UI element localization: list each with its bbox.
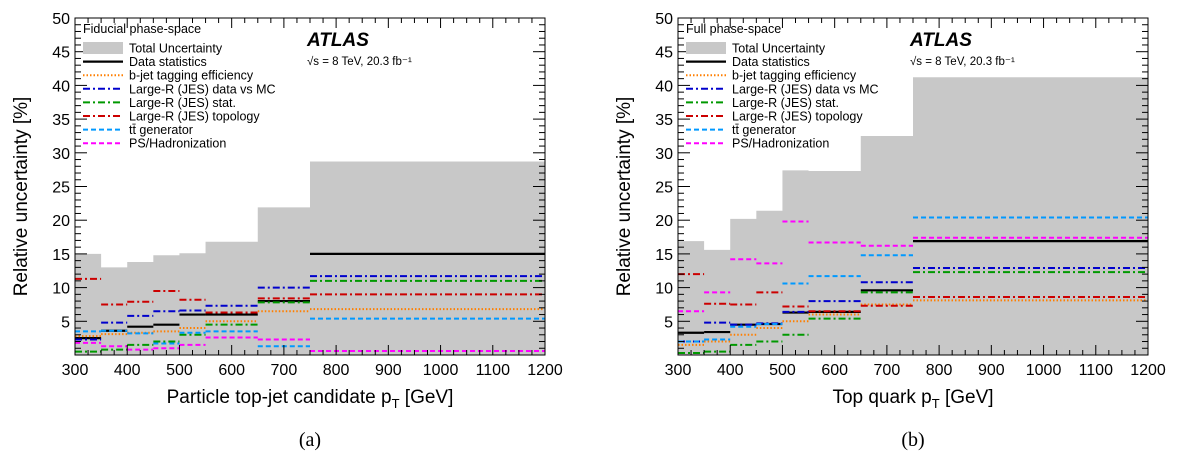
- y-tick-label: 20: [52, 213, 70, 230]
- legend-entry: Total Uncertainty: [129, 42, 223, 56]
- experiment-label: ATLAS: [306, 30, 369, 51]
- y-tick-label: 30: [52, 146, 70, 163]
- phase-space-label: Full phase-space: [686, 22, 781, 36]
- x-tick-label: 1200: [1130, 362, 1166, 379]
- series-tt-generator: [75, 317, 545, 348]
- experiment-label: ATLAS: [909, 30, 972, 51]
- y-tick-label: 25: [52, 180, 70, 197]
- series-large-r-jes-data-vs-mc: [75, 275, 545, 341]
- y-tick-label: 15: [52, 247, 70, 264]
- series-total-uncertainty: [678, 77, 1148, 355]
- y-tick-label: 35: [52, 112, 70, 129]
- panel-label: (a): [299, 429, 321, 451]
- x-tick-label: 500: [166, 362, 193, 379]
- y-tick-label: 20: [655, 213, 673, 230]
- series-large-r-jes-stat-: [678, 271, 1148, 354]
- series-b-jet-tagging-efficiency: [678, 299, 1148, 346]
- x-tick-label: 1000: [423, 362, 459, 379]
- x-tick-label: 300: [665, 362, 692, 379]
- x-tick-label: 1100: [1079, 362, 1114, 379]
- phase-space-label: Fiducial phase-space: [83, 22, 201, 36]
- legend-swatch: [83, 42, 123, 54]
- legend-entry: PS/Hadronization: [732, 137, 829, 151]
- legend-entry: b-jet tagging efficiency: [732, 69, 857, 83]
- x-tick-label: 800: [926, 362, 953, 379]
- panel-b: 300 400 500 600 700 800 900 1000 1100 1200 5 10 15 20…: [614, 11, 1166, 451]
- x-tick-label: 400: [114, 362, 141, 379]
- y-axis-label: Relative uncertainty [%]: [11, 97, 32, 297]
- y-tick-label: 10: [52, 281, 70, 298]
- y-tick-label: 45: [52, 45, 70, 62]
- y-axis-label: Relative uncertainty [%]: [614, 97, 635, 297]
- legend-entry: Total Uncertainty: [732, 42, 826, 56]
- series-ps-hadronization: [678, 220, 1148, 313]
- legend-entry: b-jet tagging efficiency: [129, 69, 254, 83]
- panel-label: (b): [901, 429, 924, 451]
- x-tick-label: 600: [218, 362, 245, 379]
- y-tick-label: 5: [664, 314, 673, 331]
- legend-entry: Large-R (JES) topology: [732, 110, 863, 124]
- x-tick-label: 900: [375, 362, 402, 379]
- y-tick-label: 15: [655, 247, 673, 264]
- legend-entry: Large-R (JES) stat.: [129, 96, 236, 110]
- legend-entry: tt̄ generator: [732, 123, 796, 137]
- legend-entry: Data statistics: [732, 55, 810, 69]
- legend-entry: Data statistics: [129, 55, 207, 69]
- series-large-r-jes-topology: [75, 277, 545, 314]
- x-tick-label: 1000: [1026, 362, 1062, 379]
- legend-swatch: [686, 42, 726, 54]
- x-tick-label: 300: [62, 362, 89, 379]
- y-tick-label: 35: [655, 112, 673, 129]
- y-tick-label: 40: [52, 78, 70, 95]
- series-total-uncertainty: [75, 161, 545, 355]
- x-tick-label: 800: [323, 362, 350, 379]
- x-tick-label: 1100: [476, 362, 511, 379]
- x-tick-label: 600: [821, 362, 848, 379]
- x-axis-label: Particle top-jet candidate pT [GeV]: [167, 387, 454, 411]
- x-tick-label: 700: [874, 362, 901, 379]
- x-tick-label: 400: [717, 362, 744, 379]
- y-tick-label: 10: [655, 281, 673, 298]
- energy-label: √s = 8 TeV, 20.3 fb⁻¹: [910, 55, 1015, 68]
- series-large-r-jes-stat-: [75, 279, 545, 353]
- legend-entry: PS/Hadronization: [129, 137, 226, 151]
- series-data-statistics: [75, 252, 545, 340]
- y-tick-label: 25: [655, 180, 673, 197]
- y-tick-label: 50: [655, 11, 673, 28]
- panel-a: 300 400 500 600 700 800 900 1000 1100 1200 5 10 15 20…: [11, 11, 563, 451]
- legend-entry: tt̄ generator: [129, 123, 193, 137]
- energy-label: √s = 8 TeV, 20.3 fb⁻¹: [307, 55, 412, 68]
- y-tick-label: 45: [655, 45, 673, 62]
- y-tick-label: 40: [655, 78, 673, 95]
- legend-entry: Large-R (JES) topology: [129, 110, 260, 124]
- legend-entry: Large-R (JES) data vs MC: [732, 82, 879, 96]
- legend-entry: Large-R (JES) stat.: [732, 96, 839, 110]
- x-tick-label: 500: [769, 362, 796, 379]
- y-tick-label: 50: [52, 11, 70, 28]
- x-tick-label: 700: [271, 362, 298, 379]
- x-tick-label: 900: [978, 362, 1005, 379]
- y-tick-label: 30: [655, 146, 673, 163]
- x-axis-label: Top quark pT [GeV]: [832, 387, 993, 411]
- y-tick-label: 5: [61, 314, 70, 331]
- legend-entry: Large-R (JES) data vs MC: [129, 82, 276, 96]
- x-tick-label: 1200: [527, 362, 563, 379]
